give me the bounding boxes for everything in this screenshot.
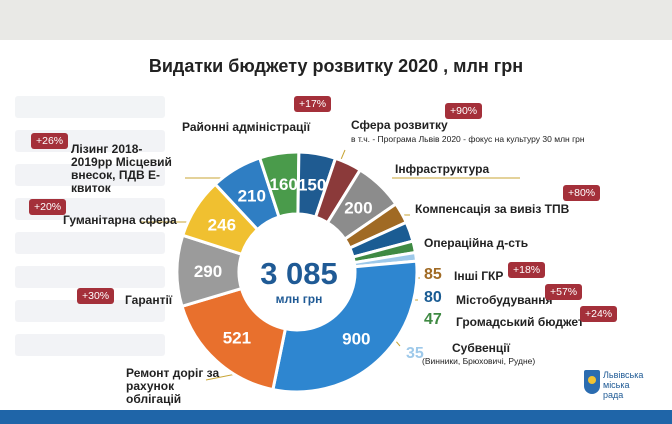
segment-value-label: 200 <box>344 199 372 218</box>
value-інші-гкр: 85 <box>424 266 442 283</box>
value-містобудування: 80 <box>424 289 442 306</box>
note-субвенції: (Винники, Брюховичі, Рудне) <box>422 356 536 366</box>
segment-ремонт-доріг-за-рахунок-облігацій <box>271 259 419 394</box>
bottom-blue-band <box>0 410 672 424</box>
change-badge-гарантії: +30% <box>77 288 115 304</box>
center-total-unit: млн грн <box>275 292 323 306</box>
segment-value-label: 160 <box>270 175 298 194</box>
top-background-band <box>0 0 672 40</box>
label-гуманітарна-сфера: Гуманітарна сфера <box>63 213 177 227</box>
change-badge-компенсація-за-вивіз-тпв: +80% <box>563 185 601 201</box>
background-ghost-table <box>15 96 165 386</box>
change-badge-громадський-бюджет: +24% <box>580 306 618 322</box>
value-громадський-бюджет: 47 <box>424 311 442 328</box>
label-ремонт-доріг-за-рахунок-облігацій: Ремонт доріг за рахунок облігацій <box>126 366 220 406</box>
logo-line-1: Львівська <box>603 370 644 380</box>
lviv-city-council-logo <box>584 370 600 394</box>
center-total-value: 3 085 <box>260 256 338 291</box>
label-громадський-бюджет: Громадський бюджет <box>456 315 584 329</box>
change-badge-лізинг-2018-2019рр-місцевий-внесок-пдв-е-квиток: +26% <box>31 133 69 149</box>
label-сфера-розвитку: Сфера розвитку <box>351 118 448 132</box>
segment-value-label: 210 <box>238 186 266 205</box>
segment-лізинг-2018-2019рр-місцевий-внесок-пдв-е-квиток <box>180 182 260 257</box>
change-badge-інші-гкр: +18% <box>508 262 546 278</box>
segment-value-label: 246 <box>208 215 236 234</box>
label-гарантії: Гарантії <box>125 293 173 307</box>
label-субвенції: Субвенції <box>452 341 510 355</box>
label-інші-гкр: Інші ГКР <box>454 269 504 283</box>
label-містобудування: Містобудування <box>456 293 553 307</box>
logo-text: Львівська міська рада <box>603 370 643 400</box>
label-операційна-д-сть: Операційна д-сть <box>424 236 529 250</box>
chart-title: Видатки бюджету розвитку 2020 , млн грн <box>148 56 524 76</box>
change-badge-районні-адміністрації: +17% <box>294 96 332 112</box>
label-лізинг-2018-2019рр-місцевий-внесок-пдв-е-квиток: Лізинг 2018-2019рр Місцевий внесок, ПДВ … <box>71 142 172 195</box>
value-субвенції: 35 <box>406 345 424 362</box>
segment-value-label: 150 <box>298 175 326 194</box>
segment-value-label: 290 <box>194 262 222 281</box>
change-badge-містобудування: +57% <box>545 284 583 300</box>
label-районні-адміністрації: Районні адміністрації <box>182 120 311 134</box>
label-компенсація-за-вивіз-тпв: Компенсація за вивіз ТПВ <box>415 202 570 216</box>
logo-line-3: рада <box>603 390 624 400</box>
donut-segments <box>175 150 419 394</box>
change-badge-гуманітарна-сфера: +20% <box>29 199 67 215</box>
label-інфраструктура: Інфраструктура <box>395 162 490 176</box>
logo-line-2: міська <box>603 380 630 390</box>
change-badge-сфера-розвитку: +90% <box>445 103 483 119</box>
note-сфера-розвитку: в т.ч. - Програма Львів 2020 - фокус на … <box>351 134 585 144</box>
segment-value-label: 521 <box>223 329 251 348</box>
segment-value-label: 900 <box>342 329 370 348</box>
segment-гарантії <box>180 286 288 392</box>
